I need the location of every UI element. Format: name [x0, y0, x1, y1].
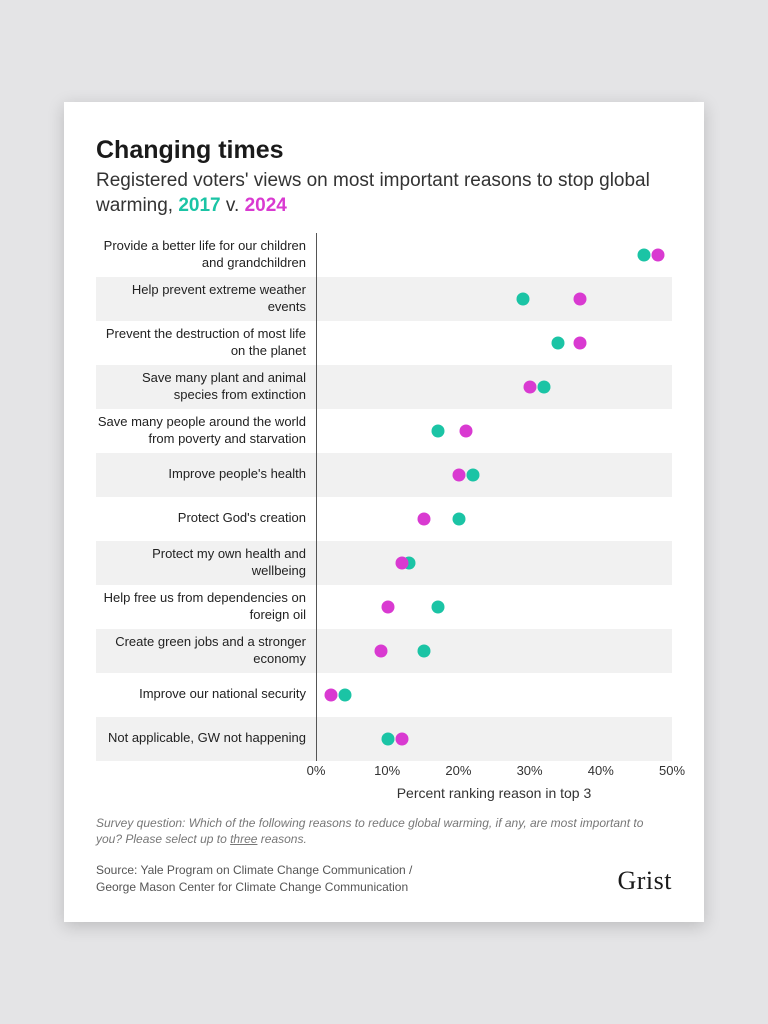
chart-row: Save many plant and animal species from …: [96, 365, 672, 409]
dot-2017: [431, 424, 444, 437]
source-line-2: George Mason Center for Climate Change C…: [96, 879, 412, 896]
row-plot: [316, 409, 672, 453]
row-plot: [316, 629, 672, 673]
dot-2024: [417, 512, 430, 525]
grist-logo: Grist: [618, 866, 673, 896]
dot-2017: [339, 688, 352, 701]
survey-question-note: Survey question: Which of the following …: [96, 815, 672, 849]
row-plot: [316, 233, 672, 277]
row-label: Improve our national security: [96, 686, 316, 702]
dot-2017: [382, 732, 395, 745]
survey-note-pre: Survey question: Which of the following …: [96, 816, 643, 847]
chart-subtitle: Registered voters' views on most importa…: [96, 169, 672, 218]
row-plot: [316, 673, 672, 717]
row-label: Help prevent extreme weather events: [96, 282, 316, 315]
dot-2024: [573, 292, 586, 305]
row-label: Prevent the destruction of most life on …: [96, 326, 316, 359]
x-tick: 40%: [588, 763, 614, 778]
chart-row: Help free us from dependencies on foreig…: [96, 585, 672, 629]
x-tick: 50%: [659, 763, 685, 778]
survey-note-post: reasons.: [257, 832, 306, 846]
row-plot: [316, 277, 672, 321]
row-label: Provide a better life for our children a…: [96, 238, 316, 271]
chart-footer: Source: Yale Program on Climate Change C…: [96, 862, 672, 896]
row-plot: [316, 497, 672, 541]
dot-2017: [467, 468, 480, 481]
chart-row: Protect my own health and wellbeing: [96, 541, 672, 585]
chart-card: Changing times Registered voters' views …: [64, 102, 704, 922]
row-label: Improve people's health: [96, 466, 316, 482]
chart-row: Protect God's creation: [96, 497, 672, 541]
source-line-1: Source: Yale Program on Climate Change C…: [96, 862, 412, 879]
source-attribution: Source: Yale Program on Climate Change C…: [96, 862, 412, 896]
chart-row: Not applicable, GW not happening: [96, 717, 672, 761]
x-tick: 10%: [374, 763, 400, 778]
chart-title: Changing times: [96, 136, 672, 165]
x-axis: 0%10%20%30%40%50%: [96, 761, 672, 783]
x-tick: 0%: [307, 763, 326, 778]
dot-2017: [538, 380, 551, 393]
row-label: Save many people around the world from p…: [96, 414, 316, 447]
dot-plot: Provide a better life for our children a…: [96, 233, 672, 761]
row-label: Protect God's creation: [96, 510, 316, 526]
chart-row: Improve our national security: [96, 673, 672, 717]
year-2024: 2024: [245, 195, 287, 216]
dot-2024: [396, 732, 409, 745]
row-plot: [316, 453, 672, 497]
row-plot: [316, 541, 672, 585]
x-tick: 30%: [517, 763, 543, 778]
row-plot: [316, 717, 672, 761]
dot-2017: [417, 644, 430, 657]
chart-row: Save many people around the world from p…: [96, 409, 672, 453]
chart-row: Improve people's health: [96, 453, 672, 497]
dot-2024: [524, 380, 537, 393]
chart-row: Help prevent extreme weather events: [96, 277, 672, 321]
dot-2017: [552, 336, 565, 349]
row-label: Save many plant and animal species from …: [96, 370, 316, 403]
subtitle-mid: v.: [221, 195, 245, 216]
chart-row: Prevent the destruction of most life on …: [96, 321, 672, 365]
dot-2024: [325, 688, 338, 701]
x-axis-label: Percent ranking reason in top 3: [316, 785, 672, 801]
x-tick: 20%: [445, 763, 471, 778]
row-plot: [316, 585, 672, 629]
dot-2017: [637, 248, 650, 261]
dot-2024: [374, 644, 387, 657]
dot-2024: [460, 424, 473, 437]
chart-row: Create green jobs and a stronger economy: [96, 629, 672, 673]
dot-2017: [453, 512, 466, 525]
chart-row: Provide a better life for our children a…: [96, 233, 672, 277]
row-label: Create green jobs and a stronger economy: [96, 634, 316, 667]
dot-2017: [431, 600, 444, 613]
dot-2024: [573, 336, 586, 349]
dot-2017: [516, 292, 529, 305]
survey-note-underline: three: [230, 832, 257, 846]
row-plot: [316, 365, 672, 409]
dot-2024: [382, 600, 395, 613]
dot-2024: [396, 556, 409, 569]
dot-2024: [651, 248, 664, 261]
row-label: Help free us from dependencies on foreig…: [96, 590, 316, 623]
x-axis-label-row: Percent ranking reason in top 3: [96, 785, 672, 801]
dot-2024: [453, 468, 466, 481]
row-plot: [316, 321, 672, 365]
row-label: Protect my own health and wellbeing: [96, 546, 316, 579]
row-label: Not applicable, GW not happening: [96, 730, 316, 746]
year-2017: 2017: [178, 195, 220, 216]
